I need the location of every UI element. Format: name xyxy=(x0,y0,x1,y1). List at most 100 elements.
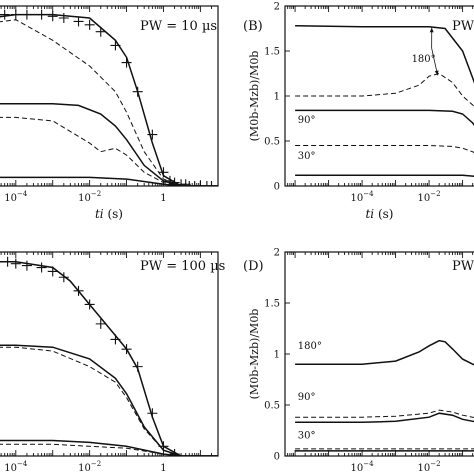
x-tick-label: 1 xyxy=(160,463,166,474)
plus-marker xyxy=(0,261,2,263)
plot-area xyxy=(0,9,218,186)
plus-marker xyxy=(47,11,58,22)
plus-marker xyxy=(158,167,169,178)
y-tick-label: 1.5 xyxy=(264,299,280,310)
plus-marker xyxy=(21,9,32,20)
pulse-width-label: PW = 100 µs xyxy=(140,259,225,274)
plus-marker xyxy=(132,86,143,97)
plus-marker xyxy=(121,344,132,355)
x-axis-ticks xyxy=(284,252,474,456)
plus-marker xyxy=(73,285,84,296)
plot-area xyxy=(0,256,218,456)
x-axis-ticks xyxy=(0,252,219,456)
series-annotation: 30° xyxy=(298,151,316,162)
y-tick-label: 0 xyxy=(274,452,280,463)
panel-a: 10−4 10−2 1 ti (s) PW = 10 µs xyxy=(0,5,219,221)
arrow-line xyxy=(431,48,439,76)
y-tick-label: 0.5 xyxy=(264,137,280,148)
solid-series-line xyxy=(295,339,474,366)
plus-marker xyxy=(147,129,158,140)
plus-marker xyxy=(73,16,84,27)
dashed-series-line xyxy=(0,19,218,186)
y-tick-label: 2 xyxy=(274,2,280,13)
plus-marker xyxy=(0,9,10,20)
solid-series-line xyxy=(295,412,474,424)
dashed-series-line xyxy=(295,72,474,107)
series-annotation: 90° xyxy=(298,392,316,403)
plus-marker xyxy=(95,26,106,37)
solid-series-line xyxy=(295,25,474,84)
x-axis-label: ti (s) xyxy=(365,207,393,221)
solid-series-line xyxy=(0,344,218,456)
series-annotation: 90° xyxy=(298,115,316,126)
series-annotation: 30° xyxy=(298,431,316,442)
x-axis-label: ti (s) xyxy=(95,207,123,221)
x-tick-label: 10−2 xyxy=(418,460,441,474)
plot-frame xyxy=(284,251,474,457)
plus-marker xyxy=(195,181,206,186)
plus-marker xyxy=(158,441,169,452)
plus-marker xyxy=(169,449,180,456)
y-tick-label: 1 xyxy=(274,350,280,361)
solid-series-line xyxy=(0,102,218,186)
plus-marker xyxy=(110,334,121,345)
y-axis-label: (M0b-Mzb)/M0b xyxy=(248,51,261,142)
plus-marker xyxy=(184,181,195,186)
plus-marker xyxy=(121,57,132,68)
dashed-series-line xyxy=(295,409,474,418)
solid-series-line xyxy=(295,174,474,177)
plot-frame xyxy=(0,251,219,457)
x-tick-label: 10−4 xyxy=(351,460,375,474)
plus-marker xyxy=(164,175,175,186)
annotation-arrows xyxy=(429,27,439,76)
x-axis-ticks xyxy=(284,6,474,186)
plus-marker xyxy=(58,13,69,23)
arrow-head xyxy=(434,70,439,76)
plus-marker xyxy=(147,408,158,419)
plus-marker xyxy=(21,260,32,271)
pulse-width-label: PW = 10 µs xyxy=(140,19,217,34)
arrow-head xyxy=(429,27,434,33)
plot-area xyxy=(295,339,474,452)
y-tick-label: 2 xyxy=(274,248,280,259)
plus-marker xyxy=(169,177,180,186)
plus-marker xyxy=(206,181,217,186)
pulse-width-label: PW xyxy=(452,259,474,274)
plus-marker xyxy=(10,9,21,20)
dashed-series-line xyxy=(0,346,218,456)
solid-series-line xyxy=(295,109,474,127)
x-tick-label: 10−2 xyxy=(418,190,441,204)
dashed-series-line xyxy=(295,145,474,154)
panel-label: (D) xyxy=(243,259,264,274)
plus-marker xyxy=(201,181,212,186)
plus-marker xyxy=(58,272,69,283)
series-annotation: 180° xyxy=(298,341,322,352)
plus-marker xyxy=(84,299,95,310)
plus-marker xyxy=(189,181,200,186)
solid-series-line xyxy=(0,13,218,186)
plot-area xyxy=(295,25,474,177)
y-tick-label: 1.5 xyxy=(264,47,280,58)
x-tick-label: 10−2 xyxy=(78,460,101,474)
panel-label: (B) xyxy=(243,19,263,34)
plus-marker xyxy=(47,266,58,277)
plus-marker xyxy=(110,40,121,51)
plot-frame xyxy=(0,5,219,187)
plus-marker xyxy=(10,258,21,269)
plus-marker xyxy=(0,15,2,17)
panel-b: 10−4 10−2 0 0.5 1 1.5 2 ti (s) (M0b-Mzb)/M0b (B) P… xyxy=(243,2,474,221)
dashed-series-line xyxy=(0,116,218,186)
series-annotation: 180° xyxy=(412,54,436,65)
x-tick-label: 10−4 xyxy=(4,190,28,204)
plus-marker xyxy=(95,318,106,329)
x-tick-label: 10−2 xyxy=(78,190,101,204)
plus-marker xyxy=(36,9,47,20)
plus-marker xyxy=(84,19,95,30)
solid-series-line xyxy=(0,260,218,456)
solid-series-line xyxy=(0,176,218,186)
y-axis-label: (M0b-Mzb)/M0b xyxy=(248,309,261,400)
plus-marker xyxy=(2,256,13,267)
